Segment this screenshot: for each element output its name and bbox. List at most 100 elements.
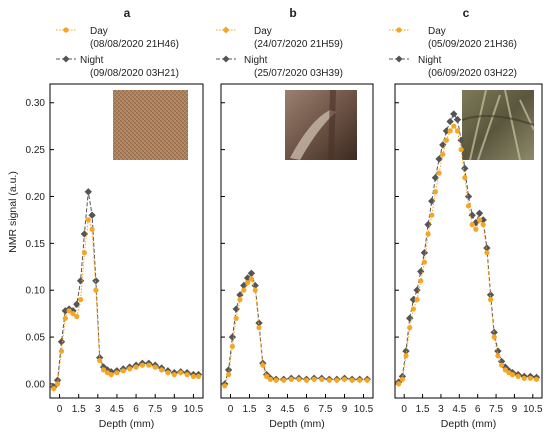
x-tick-label-a-3: 4.5	[110, 404, 124, 415]
data-point-day-a-0	[51, 386, 57, 392]
legend-day-marker-c	[396, 27, 402, 33]
data-point-day-c-9	[429, 212, 435, 218]
data-point-day-a-9	[85, 217, 91, 223]
data-point-day-a-27	[184, 372, 190, 378]
inset-photo-b	[285, 90, 357, 160]
data-point-day-c-22	[476, 217, 483, 223]
data-point-day-b-8	[252, 287, 258, 293]
legend-night-marker-c	[395, 55, 403, 63]
data-point-day-c-6	[418, 278, 424, 284]
data-point-day-a-7	[78, 297, 84, 303]
data-point-night-c-11	[435, 155, 443, 163]
x-axis-title-c: Depth (mm)	[441, 418, 496, 430]
data-point-day-a-5	[70, 311, 76, 317]
legend-night-marker-a	[62, 55, 70, 63]
x-tick-label-b-7: 10.5	[354, 404, 374, 415]
data-point-night-c-26	[490, 328, 498, 337]
data-point-night-c-2	[402, 347, 410, 355]
data-point-night-c-24	[483, 244, 491, 252]
data-point-night-a-2	[57, 338, 66, 346]
x-tick-label-b-4: 6	[304, 404, 310, 415]
data-point-day-b-5	[241, 287, 247, 293]
x-tick-label-c-4: 6	[475, 404, 481, 415]
data-point-night-a-10	[88, 211, 96, 219]
data-point-day-a-6	[74, 313, 80, 320]
data-point-day-c-19	[465, 203, 472, 209]
x-tick-label-b-2: 3	[266, 404, 272, 415]
x-tick-label-b-0: 0	[228, 404, 234, 415]
data-point-day-b-2	[229, 343, 235, 349]
data-point-night-c-4	[409, 295, 418, 304]
data-point-day-c-5	[414, 297, 420, 303]
data-point-day-c-34	[527, 375, 534, 381]
data-point-day-a-19	[133, 364, 139, 370]
data-point-day-a-8	[81, 250, 87, 256]
data-point-day-a-4	[66, 308, 72, 314]
data-point-day-c-25	[488, 297, 494, 303]
legend-night-marker-b	[222, 55, 230, 63]
x-tick-label-c-7: 10.5	[523, 404, 543, 415]
data-point-day-a-16	[114, 370, 120, 376]
x-tick-label-c-2: 3	[438, 404, 444, 415]
data-point-day-b-24	[357, 377, 363, 383]
data-point-day-a-26	[178, 370, 184, 376]
data-point-night-b-2	[228, 333, 237, 341]
data-point-day-b-20	[326, 377, 332, 383]
data-point-day-c-4	[410, 306, 416, 312]
data-point-day-b-19	[319, 376, 325, 382]
data-point-day-b-22	[341, 376, 348, 382]
data-point-day-c-26	[491, 334, 497, 340]
data-point-night-b-3	[232, 305, 240, 313]
x-tick-label-c-0: 0	[401, 404, 407, 415]
y-tick-label-a-3: 0.15	[26, 239, 46, 250]
data-point-day-a-3	[62, 315, 68, 321]
data-point-day-c-11	[436, 170, 442, 176]
data-point-night-a-7	[76, 277, 85, 285]
data-point-night-c-16	[453, 115, 462, 124]
data-point-day-c-23	[480, 222, 486, 228]
data-point-night-c-19	[464, 192, 473, 201]
y-tick-label-a-0: 0.00	[26, 379, 46, 390]
series-line-night-a	[53, 191, 199, 388]
legend-day-date-a: (08/08/2020 21H46)	[90, 39, 179, 50]
data-point-day-b-18	[311, 376, 317, 382]
data-point-day-a-2	[58, 348, 65, 354]
data-point-day-c-35	[533, 376, 540, 382]
data-point-night-a-9	[84, 188, 92, 196]
legend-night-label-b: Night	[244, 55, 268, 66]
data-point-day-c-27	[495, 353, 501, 359]
data-point-night-c-18	[461, 164, 469, 173]
data-point-day-b-3	[233, 315, 239, 321]
x-tick-label-b-3: 4.5	[281, 404, 295, 415]
data-point-day-a-11	[93, 287, 99, 293]
plot-frame-a	[49, 83, 204, 399]
data-point-day-b-11	[264, 373, 270, 379]
data-point-night-b-8	[251, 281, 259, 290]
data-point-day-b-13	[273, 377, 279, 383]
data-point-day-b-15	[288, 376, 294, 382]
x-tick-label-c-5: 7.5	[489, 404, 503, 415]
legend-night-date-c: (06/09/2020 03H22)	[428, 68, 517, 79]
data-point-night-a-11	[92, 277, 100, 285]
data-point-day-a-24	[165, 370, 171, 376]
data-point-night-b-1	[224, 366, 233, 374]
data-point-day-b-7	[248, 276, 254, 282]
data-point-day-b-4	[237, 297, 243, 303]
legend-a: Day (08/08/2020 21H46) Night (09/08/2020…	[56, 26, 179, 79]
panel-label-c: c	[463, 6, 470, 20]
legend-night-label-c: Night	[418, 55, 442, 66]
data-point-day-c-24	[484, 250, 490, 256]
data-point-day-c-14	[447, 128, 453, 134]
data-point-night-a-8	[80, 230, 89, 238]
inset-photo-c	[461, 89, 535, 161]
x-tick-label-c-6: 9	[512, 404, 518, 415]
data-point-day-a-22	[152, 364, 158, 370]
x-tick-label-a-7: 10.5	[184, 404, 204, 415]
data-point-day-b-23	[349, 377, 355, 383]
legend-day-marker-b	[222, 26, 230, 34]
y-axis-title: NMR signal (a.u.)	[7, 171, 19, 253]
data-point-day-b-14	[281, 377, 287, 383]
legend-c: Day (05/09/2020 21H36) Night (06/09/2020…	[389, 26, 517, 79]
x-tick-label-c-1: 1.5	[416, 404, 430, 415]
